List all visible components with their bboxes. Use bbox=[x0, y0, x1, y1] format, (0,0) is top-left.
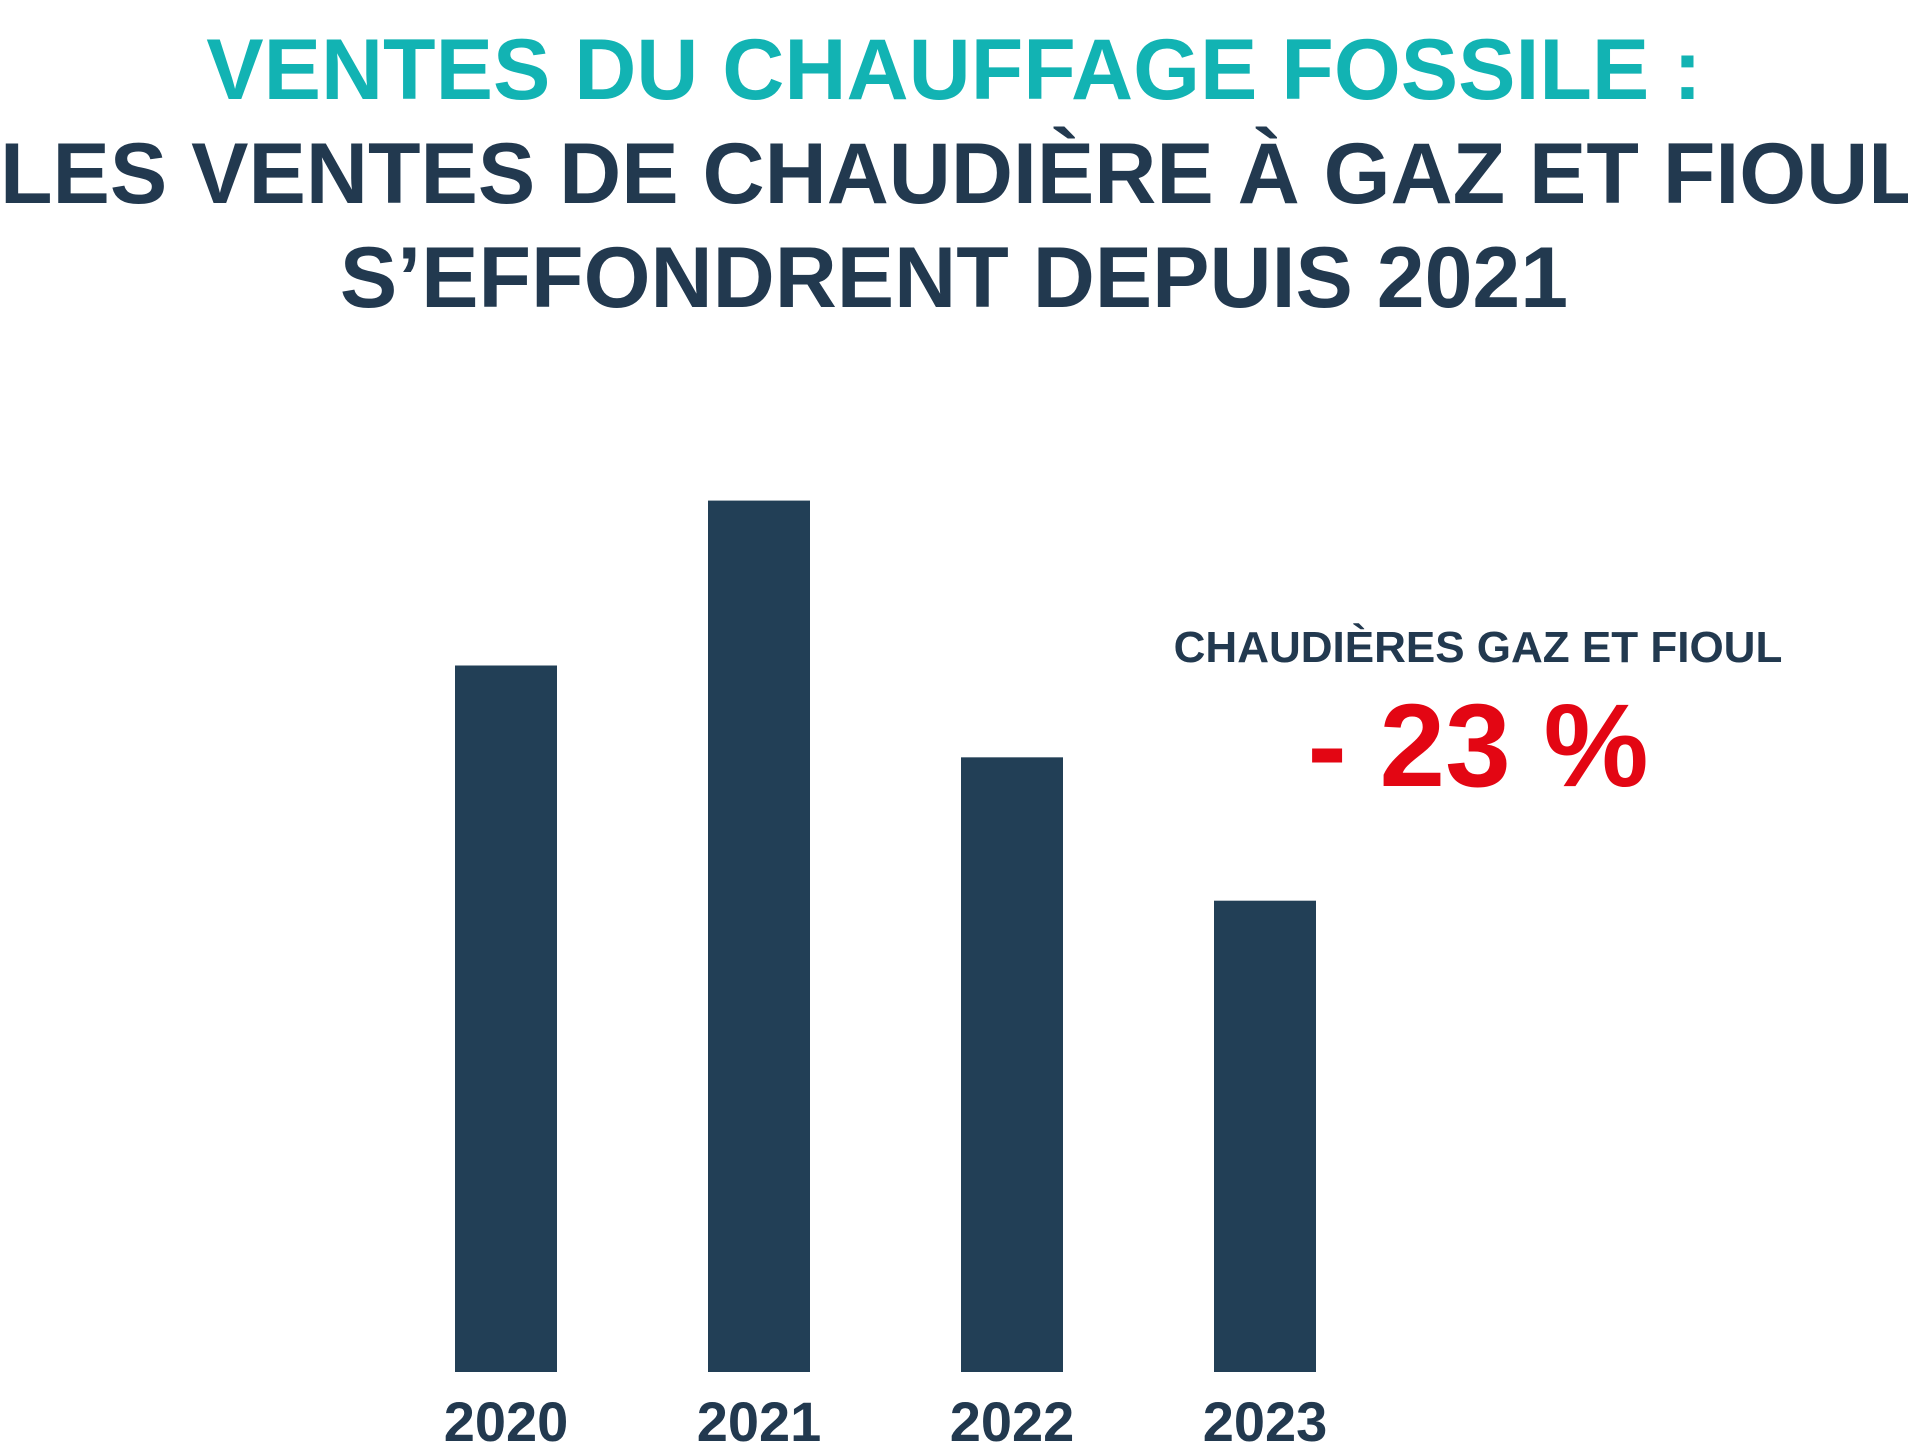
annotation-label: CHAUDIÈRES GAZ ET FIOUL bbox=[1174, 622, 1783, 672]
bar-2021 bbox=[708, 500, 810, 1373]
x-tick-label-2023: 2023 bbox=[1203, 1390, 1328, 1446]
title-line-1: VENTES DU CHAUFFAGE FOSSILE : bbox=[206, 22, 1702, 118]
x-tick-label-2020: 2020 bbox=[444, 1390, 569, 1446]
bar-2020 bbox=[455, 665, 557, 1372]
annotation-value: - 23 % bbox=[1307, 680, 1648, 812]
title-line-3: S’EFFONDRENT DEPUIS 2021 bbox=[339, 230, 1569, 326]
x-tick-label-2022: 2022 bbox=[950, 1390, 1075, 1446]
bars-group bbox=[455, 500, 1316, 1373]
x-tick-label-2021: 2021 bbox=[697, 1390, 822, 1446]
title-line-2: LES VENTES DE CHAUDIÈRE À GAZ ET FIOUL bbox=[0, 126, 1908, 222]
chart-title: VENTES DU CHAUFFAGE FOSSILE : LES VENTES… bbox=[0, 18, 1908, 330]
bar-2023 bbox=[1214, 900, 1316, 1372]
x-tick-labels: 2020 2021 2022 2023 bbox=[444, 1390, 1328, 1446]
bar-2022 bbox=[961, 757, 1063, 1372]
